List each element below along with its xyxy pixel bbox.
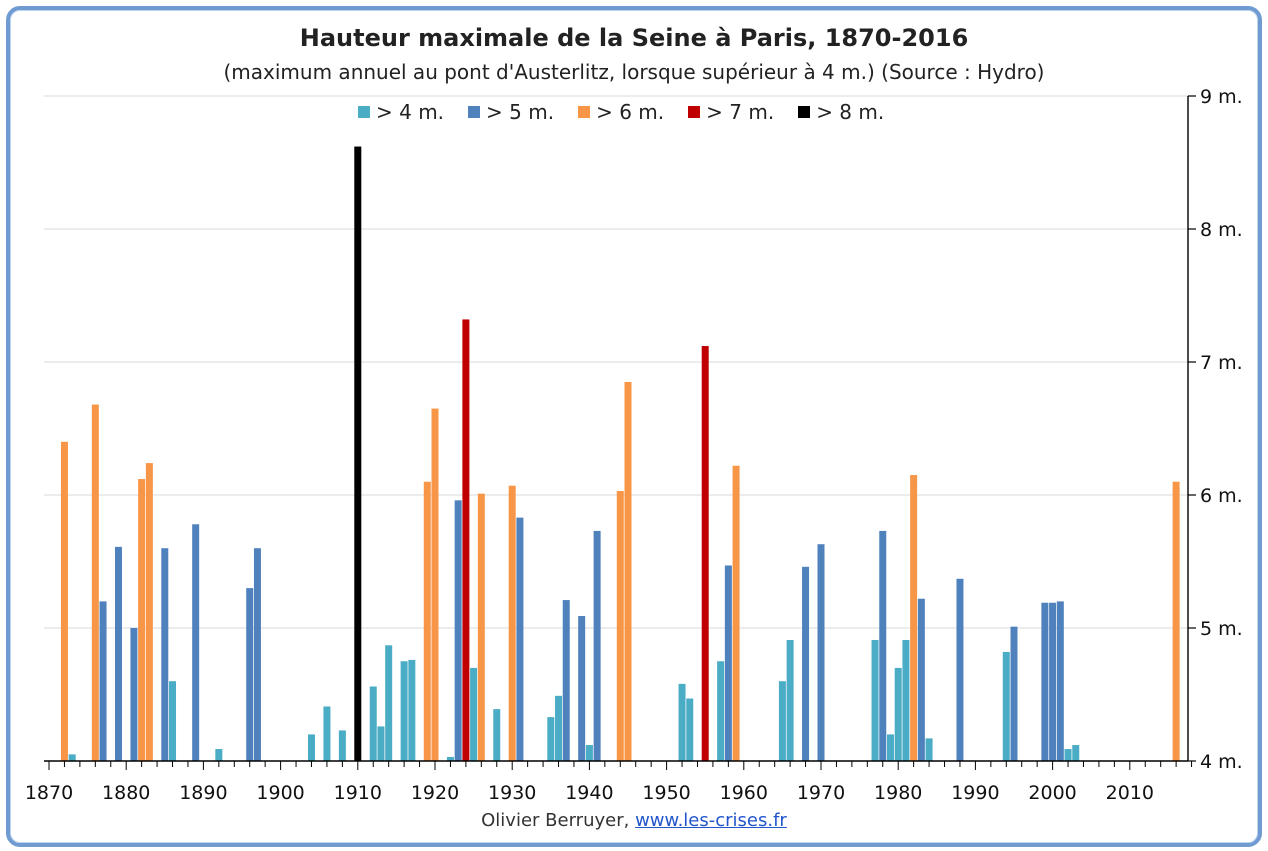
legend-swatch-gt5 bbox=[468, 106, 481, 118]
legend-label-gt6: > 6 m. bbox=[596, 100, 665, 124]
legend-swatch-gt8 bbox=[798, 106, 811, 118]
legend-label-gt8: > 8 m. bbox=[816, 100, 885, 124]
legend-label-gt5: > 5 m. bbox=[486, 100, 555, 124]
legend-item-gt6: > 6 m. bbox=[578, 100, 664, 124]
legend-item-gt8: > 8 m. bbox=[798, 100, 884, 124]
credit-link[interactable]: www.les-crises.fr bbox=[635, 810, 787, 831]
credit-author: Olivier Berruyer, bbox=[481, 810, 630, 831]
chart-frame bbox=[6, 6, 1262, 847]
legend-item-gt7: > 7 m. bbox=[688, 100, 774, 124]
legend-swatch-gt7 bbox=[688, 106, 701, 118]
credit: Olivier Berruyer, www.les-crises.fr bbox=[0, 810, 1268, 831]
legend: > 4 m. > 5 m. > 6 m. > 7 m. > 8 m. bbox=[0, 100, 1268, 124]
legend-item-gt5: > 5 m. bbox=[468, 100, 554, 124]
legend-item-gt4: > 4 m. bbox=[0, 100, 444, 124]
chart-subtitle: (maximum annuel au pont d'Austerlitz, lo… bbox=[223, 60, 1045, 84]
legend-swatch-gt4 bbox=[358, 106, 370, 118]
legend-label-gt4: > 4 m. bbox=[376, 100, 445, 124]
chart-title: Hauteur maximale de la Seine à Paris, 18… bbox=[299, 24, 969, 52]
legend-swatch-gt6 bbox=[578, 106, 591, 118]
legend-label-gt7: > 7 m. bbox=[706, 100, 775, 124]
